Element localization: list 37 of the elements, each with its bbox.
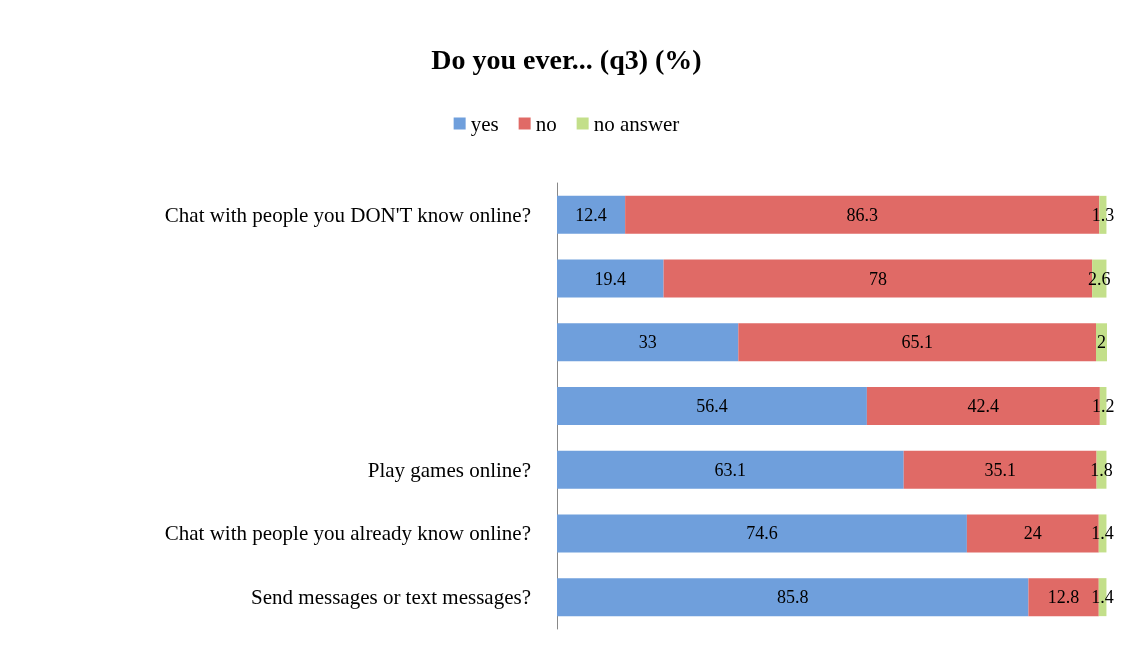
bar	[557, 195, 626, 234]
data-label: 35.1	[984, 459, 1016, 480]
bar	[738, 323, 1097, 362]
data-label: 12.4	[575, 204, 607, 225]
data-label: 1.3	[1091, 204, 1115, 225]
data-label: 1.4	[1091, 587, 1114, 608]
y-tick-label: Chat with people you already know online?	[164, 521, 531, 546]
data-label: 33	[638, 332, 657, 353]
legend-label: no answer	[593, 111, 680, 136]
data-label: 2	[1097, 332, 1107, 353]
data-label: 1.4	[1091, 523, 1114, 544]
data-label: 2.6	[1088, 268, 1111, 289]
bar	[557, 323, 739, 362]
data-label: 19.4	[594, 268, 627, 289]
legend-label: yes	[470, 111, 499, 136]
data-label: 63.1	[714, 459, 747, 480]
data-label: 86.3	[846, 204, 878, 225]
data-label: 56.4	[696, 396, 728, 416]
data-label: 1.2	[1091, 396, 1115, 416]
data-label: 42.4	[967, 396, 1000, 416]
chart-title: Do you ever... (q3) (%)	[431, 43, 702, 75]
bar	[557, 387, 867, 425]
data-label: 1.8	[1090, 459, 1113, 480]
data-label: 74.6	[746, 523, 778, 544]
y-tick-label: Send messages or text messages?	[251, 585, 531, 610]
y-tick-label: Chat with people you DON'T know online?	[164, 202, 531, 227]
bar	[557, 514, 967, 553]
data-label: 24	[1023, 523, 1042, 544]
data-label: 85.8	[776, 587, 809, 608]
legend-label: no	[535, 111, 557, 136]
data-label: 65.1	[901, 332, 933, 353]
y-tick-label: Play games online?	[367, 457, 531, 482]
bar	[557, 450, 904, 489]
data-label: 78	[868, 268, 887, 289]
bar	[557, 259, 664, 298]
bar	[557, 578, 1029, 617]
data-label: 12.8	[1047, 587, 1080, 608]
